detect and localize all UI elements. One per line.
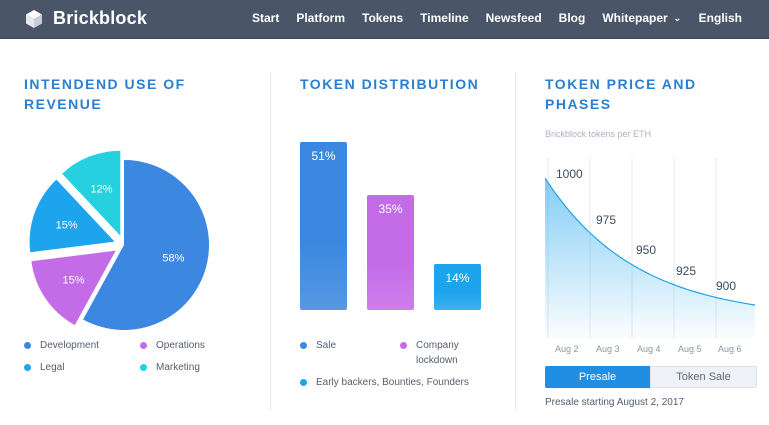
legend-dot [300,342,307,349]
bar-value-label: 14% [445,270,470,285]
legend-company-lockdown: Company lockdown [400,338,475,368]
pie-slice-development [83,160,209,330]
column-divider [515,72,516,410]
pie-slice-label: 58% [162,253,184,265]
legend-operations: Operations [140,338,205,353]
x-axis-tick-label: Aug 6 [718,344,742,354]
price-value-label: 1000 [556,167,583,181]
legend-legal: Legal [24,360,64,375]
nav-blog[interactable]: Blog [558,11,586,25]
pie-slice-operations [31,250,116,326]
price-area-chart: 1000 975 950 925 900 [545,158,755,338]
nav-platform[interactable]: Platform [296,11,346,25]
pie-slice-label: 15% [56,219,78,231]
nav-whitepaper[interactable]: Whitepaper ⌄ [602,11,681,25]
legend-dot [140,364,147,371]
x-axis-tick-label: Aug 3 [596,344,620,354]
distribution-title: TOKEN DISTRIBUTION [300,76,480,92]
brand-name: Brickblock [53,8,148,28]
price-value-label: 975 [596,213,616,227]
pie-slice-marketing [62,150,121,236]
revenue-pie-chart: 58% 15% 15% 12% [29,150,209,330]
legend-dot [300,379,307,386]
legend-dot [24,342,31,349]
price-value-label: 950 [636,243,656,257]
pie-slice-label: 15% [63,274,85,286]
price-subtitle: Brickblock tokens per ETH [545,129,652,139]
x-axis-tick-label: Aug 5 [678,344,702,354]
tab-token-sale[interactable]: Token Sale [650,366,757,388]
legend-label: Sale [316,340,337,351]
legend-label: Operations [156,340,205,351]
bar-1 [300,142,347,310]
nav-whitepaper-label: Whitepaper [602,11,668,25]
price-value-label: 925 [676,264,696,278]
bar-2 [367,194,414,310]
legend-development: Development [24,338,99,353]
nav-timeline[interactable]: Timeline [420,11,469,25]
brick-logo-icon [26,9,42,28]
legend-marketing: Marketing [140,360,200,375]
legend-dot [24,364,31,371]
tab-presale[interactable]: Presale [545,366,650,388]
price-area [545,178,755,338]
legend-dot [140,342,147,349]
price-title: TOKEN PRICE AND PHASES [545,76,697,112]
bar-value-label: 35% [378,201,403,216]
bar-value-label: 51% [311,149,336,163]
column-divider [270,72,271,410]
x-axis-tick-label: Aug 2 [555,344,579,354]
legend-label: Company lockdown [416,340,459,366]
nav-start[interactable]: Start [252,11,280,25]
nav-tokens[interactable]: Tokens [362,11,404,25]
chevron-down-icon: ⌄ [673,13,682,23]
legend-label: Development [40,340,99,351]
pie-slice-label: 12% [91,183,113,195]
phase-tabs: Presale Token Sale [545,366,757,388]
pie-slice-legal [29,179,115,253]
language-selector[interactable]: English [698,11,742,25]
legend-early-backers: Early backers, Bounties, Founders [300,375,469,390]
legend-label: Marketing [156,362,200,373]
price-value-label: 900 [716,279,736,293]
main-nav: Start Platform Tokens Timeline Newsfeed … [252,11,698,25]
presale-note: Presale starting August 2, 2017 [545,397,684,408]
legend-label: Early backers, Bounties, Founders [316,377,469,388]
top-navigation-bar: Brickblock Start Platform Tokens Timelin… [0,0,769,39]
legend-label: Legal [40,362,65,373]
brand-logo[interactable]: Brickblock [24,8,147,29]
legend-sale: Sale [300,338,336,353]
legend-dot [400,342,407,349]
bar-3 [434,263,481,310]
revenue-title: INTENDEND USE OF REVENUE [24,76,186,112]
price-line [545,177,755,306]
x-axis-tick-label: Aug 4 [637,344,661,354]
nav-newsfeed[interactable]: Newsfeed [485,11,542,25]
